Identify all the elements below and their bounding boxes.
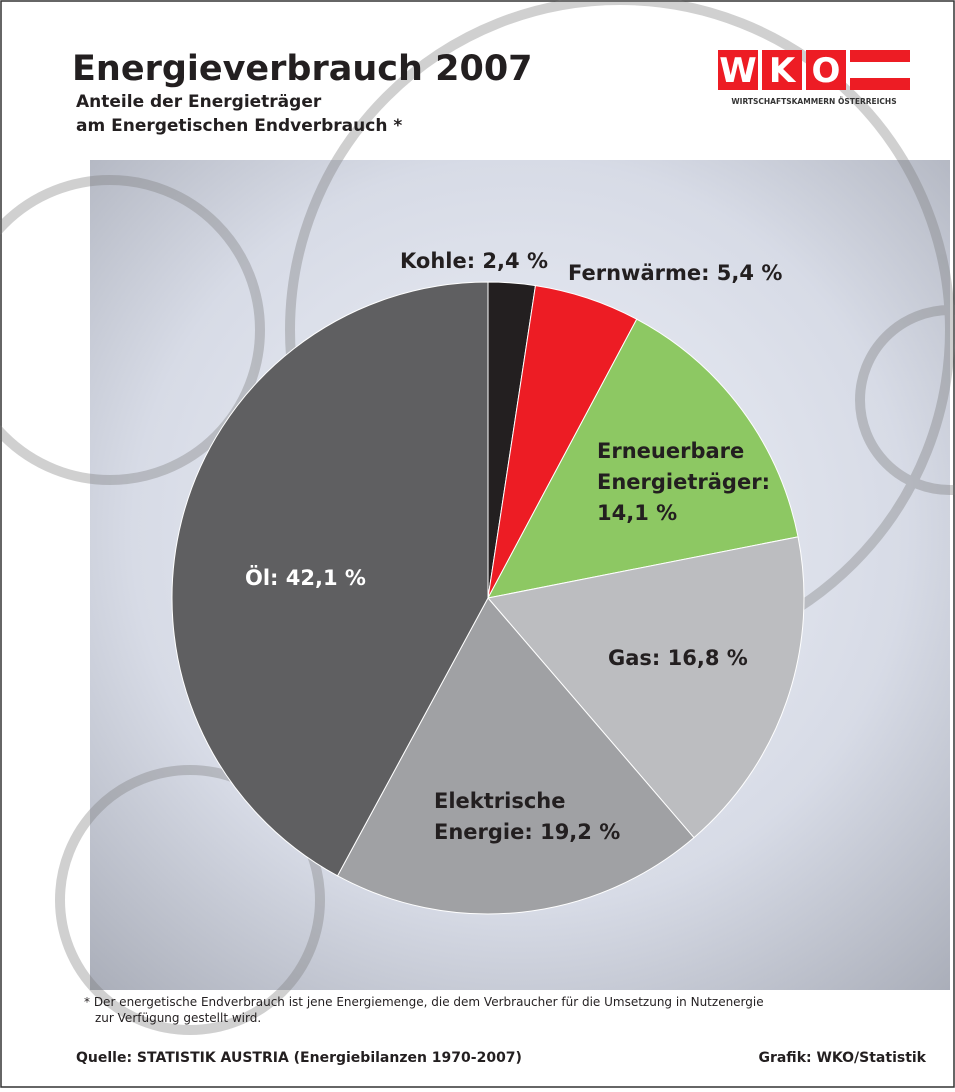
slice-label: Kohle: 2,4 % [400,249,548,273]
logo-letter: W [719,51,757,91]
slice-label: Erneuerbare [597,439,744,463]
logo-tagline: WIRTSCHAFTSKAMMERN ÖSTERREICHS [731,97,896,106]
credit: Grafik: WKO/Statistik [758,1050,926,1066]
page: Energieverbrauch 2007 Anteile der Energi… [0,0,955,1088]
subtitle: Anteile der Energieträger [76,92,322,112]
slice-label: Energieträger: [597,470,770,494]
slice-label: Gas: 16,8 % [608,646,748,670]
logo-letter: K [769,51,797,91]
subtitle: am Energetischen Endverbrauch * [76,116,402,136]
footnote: zur Verfügung gestellt wird. [95,1011,261,1025]
slice-label: Energie: 19,2 % [434,820,620,844]
logo-bar [850,50,910,62]
footnote: * Der energetische Endverbrauch ist jene… [84,995,764,1009]
slice-label: Fernwärme: 5,4 % [568,261,782,285]
source: Quelle: STATISTIK AUSTRIA (Energiebilanz… [76,1050,522,1066]
title: Energieverbrauch 2007 [72,49,533,89]
logo-bar [850,78,910,90]
logo: W K O WIRTSCHAFTSKAMMERN ÖSTERREICHS [718,50,910,106]
slice-label: 14,1 % [597,501,677,525]
slice-label: Öl: 42,1 % [245,565,366,590]
slice-label: Elektrische [434,789,566,813]
logo-letter: O [812,51,841,91]
